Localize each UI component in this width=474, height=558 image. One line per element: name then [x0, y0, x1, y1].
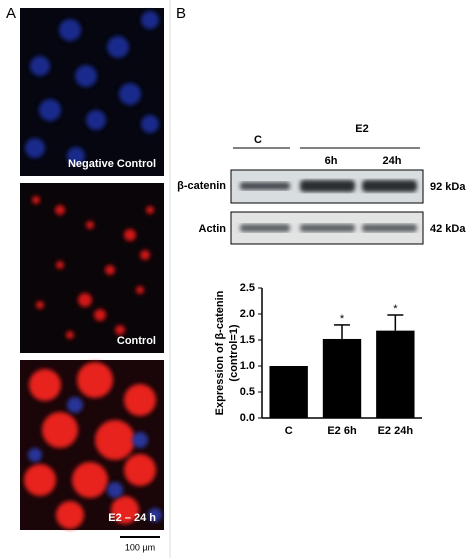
y-tick-label: 0.5	[240, 386, 255, 398]
caption: Negative Control	[68, 158, 156, 170]
protein-label: Actin	[199, 223, 227, 235]
x-tick-label: E2 6h	[327, 425, 357, 437]
y-axis-label: (control=1)	[228, 324, 240, 381]
size-label: 92 kDa	[430, 181, 466, 193]
protein-label: β-catenin	[177, 180, 226, 192]
micrograph: Negative Control	[20, 8, 164, 176]
caption: Control	[117, 335, 156, 347]
time-label: 24h	[383, 155, 402, 167]
size-label: 42 kDa	[430, 223, 466, 235]
y-axis-label: Expression of β-catenin	[214, 290, 226, 415]
bar	[322, 338, 362, 418]
bar	[376, 330, 415, 418]
micrograph: E2 – 24 h	[20, 360, 164, 530]
significance-mark: *	[393, 303, 398, 315]
time-label: 6h	[325, 155, 338, 167]
x-tick-label: C	[285, 425, 293, 437]
panel-label: A	[6, 5, 16, 22]
panel-label: B	[176, 5, 186, 22]
y-tick-label: 0.0	[240, 412, 255, 424]
y-tick-label: 1.5	[240, 334, 255, 346]
bar	[269, 366, 308, 418]
caption: E2 – 24 h	[108, 512, 156, 524]
group-label: E2	[355, 123, 368, 135]
blot	[230, 169, 424, 204]
group-label: C	[254, 134, 262, 146]
x-tick-label: E2 24h	[378, 425, 414, 437]
y-tick-label: 2.5	[240, 282, 255, 294]
bar-chart: Expression of β-catenin (control=1) 0.0 0…	[214, 282, 422, 437]
y-tick-label: 1.0	[240, 360, 255, 372]
scale-label: 100 µm	[125, 542, 155, 552]
blot	[230, 211, 424, 245]
micrograph: Control	[20, 183, 164, 353]
significance-mark: *	[340, 313, 345, 325]
y-tick-label: 2.0	[240, 308, 255, 320]
